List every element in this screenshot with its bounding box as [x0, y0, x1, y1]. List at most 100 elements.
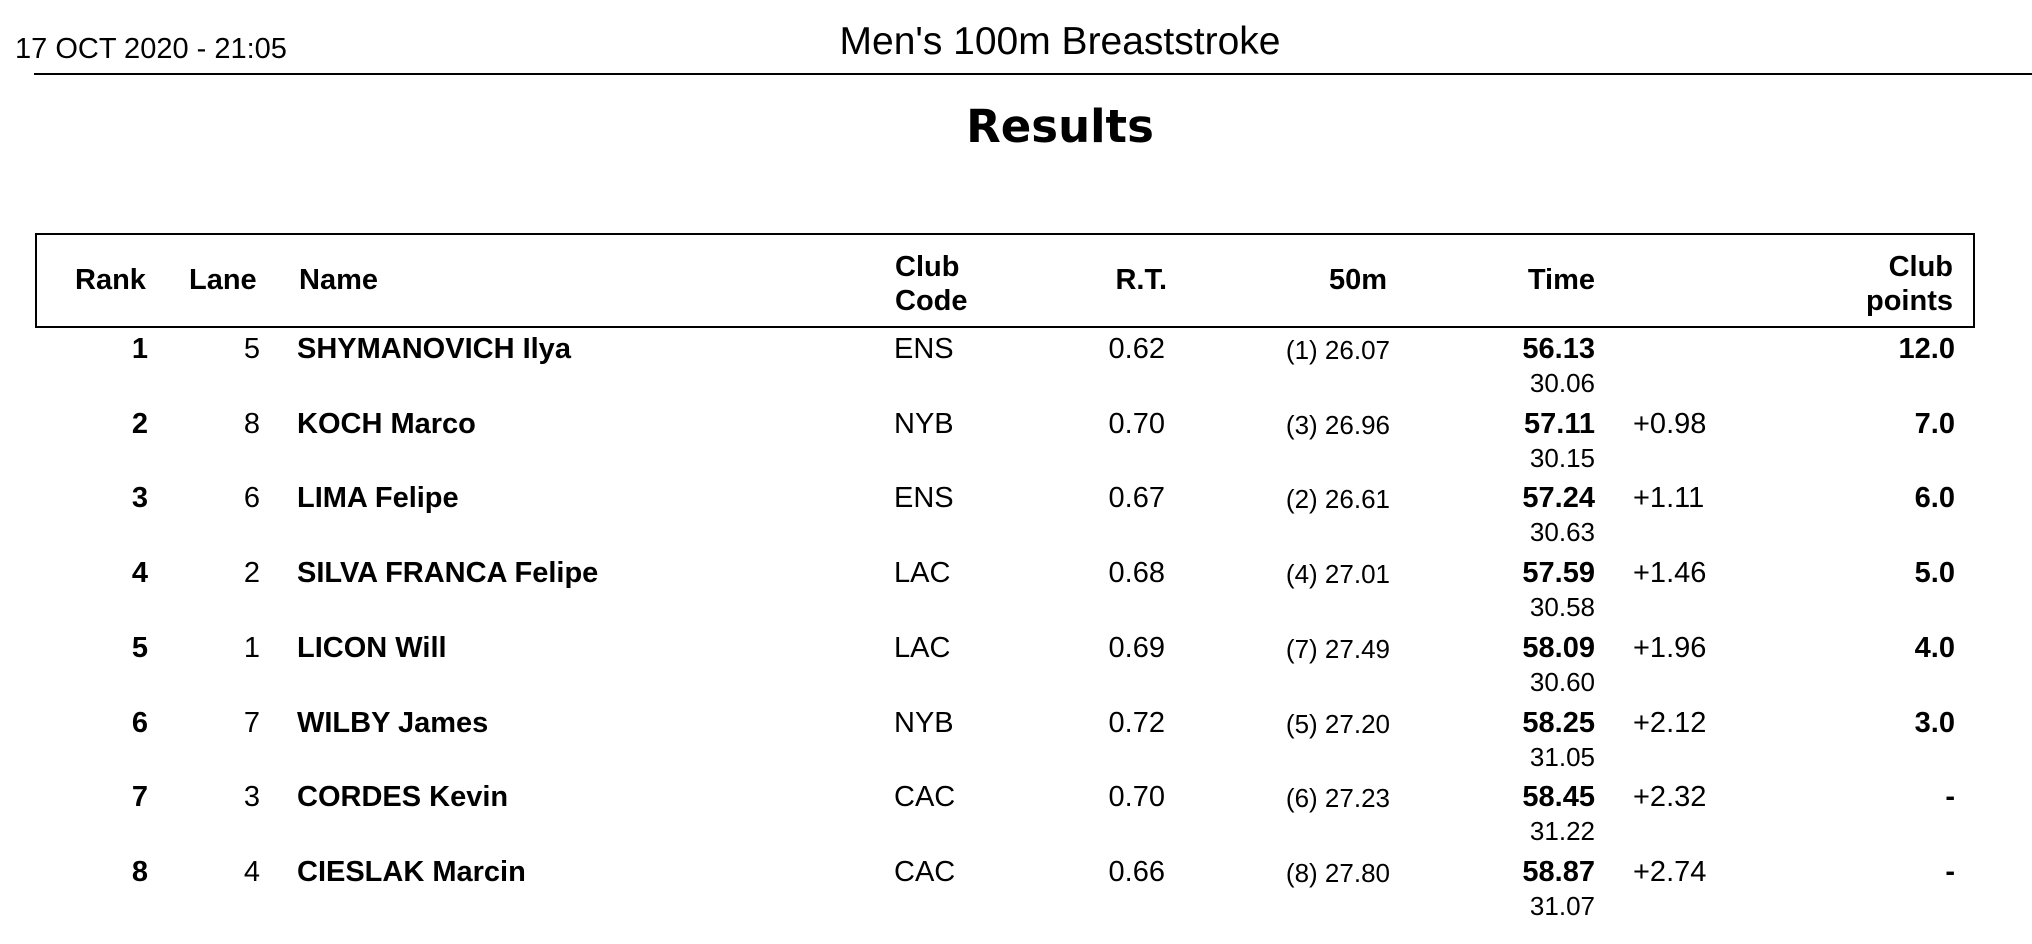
cell-club-code: CAC	[894, 855, 956, 888]
cell-diff: +0.98	[1633, 407, 1707, 440]
cell-club-points: -	[1945, 855, 1955, 888]
cell-name: WILBY James	[297, 706, 489, 739]
cell-split: 30.60	[1529, 666, 1595, 697]
cell-name: SHYMANOVICH Ilya	[297, 333, 571, 365]
cell-50m: (6) 27.23	[1285, 783, 1390, 814]
cell-diff: +2.74	[1633, 855, 1707, 888]
cell-club-points: 5.0	[1914, 557, 1955, 590]
cell-rank: 2	[131, 407, 148, 440]
cell-rank: 8	[131, 855, 148, 888]
cell-diff: +1.96	[1633, 631, 1707, 664]
cell-50m: (3) 26.96	[1285, 409, 1390, 440]
cell-club-points: 3.0	[1914, 706, 1955, 739]
table-row: 5 1 LICON Will LAC 0.69 (7) 27.49 58.09 +1.96 4.…	[0, 632, 2032, 707]
col-club-code: Club Code	[895, 250, 968, 318]
cell-rt: 0.62	[1108, 333, 1165, 365]
col-club-code-line1: Club	[895, 251, 960, 283]
col-club-points-line2: points	[1866, 285, 1953, 317]
cell-rank: 3	[131, 482, 148, 515]
cell-split: 30.58	[1529, 592, 1595, 623]
cell-rt: 0.68	[1108, 557, 1165, 590]
cell-club-code: NYB	[894, 706, 954, 739]
cell-diff: +1.11	[1633, 482, 1705, 515]
report-date: 17 OCT 2020 - 21:05	[15, 33, 287, 65]
cell-club-points: -	[1945, 781, 1955, 814]
table-header: Rank Lane Name Club Code R.T. 50m Time C…	[35, 233, 1975, 328]
cell-diff: +2.32	[1633, 781, 1707, 814]
table-row: 3 6 LIMA Felipe ENS 0.67 (2) 26.61 57.24 +1.11 6…	[0, 482, 2032, 557]
cell-time: 58.87	[1522, 855, 1595, 888]
table-row: 4 2 SILVA FRANCA Felipe LAC 0.68 (4) 27.01 57.…	[0, 557, 2032, 632]
cell-club-points: 12.0	[1898, 333, 1955, 365]
cell-lane: 7	[243, 706, 260, 739]
table-row: 8 4 CIESLAK Marcin CAC 0.66 (8) 27.80 58.87 +2.…	[0, 856, 2032, 931]
cell-lane: 8	[243, 407, 260, 440]
cell-rank: 1	[131, 333, 148, 365]
cell-name: LIMA Felipe	[297, 482, 459, 515]
cell-time: 57.24	[1522, 482, 1595, 515]
col-club-points: Club points	[1837, 250, 1953, 318]
cell-lane: 4	[243, 855, 260, 888]
cell-rank: 5	[131, 631, 148, 664]
cell-club-code: ENS	[894, 482, 954, 515]
cell-club-code: LAC	[894, 557, 951, 590]
cell-split: 31.07	[1529, 890, 1595, 921]
cell-50m: (2) 26.61	[1285, 484, 1390, 515]
cell-time: 57.59	[1522, 557, 1595, 590]
cell-rank: 4	[131, 557, 148, 590]
cell-club-points: 4.0	[1914, 631, 1955, 664]
cell-50m: (1) 26.07	[1285, 335, 1390, 365]
cell-split: 30.15	[1529, 442, 1595, 473]
cell-time: 57.11	[1524, 407, 1595, 440]
table-row: 1 5 SHYMANOVICH Ilya ENS 0.62 (1) 26.07 56.13 1…	[0, 333, 2032, 408]
cell-split: 31.22	[1529, 816, 1595, 847]
cell-rt: 0.69	[1108, 631, 1165, 664]
header-divider	[34, 73, 2032, 75]
cell-name: CIESLAK Marcin	[297, 855, 526, 888]
cell-lane: 3	[243, 781, 260, 814]
cell-split: 30.06	[1529, 368, 1595, 398]
cell-rt: 0.66	[1108, 855, 1165, 888]
cell-50m: (5) 27.20	[1285, 708, 1390, 739]
cell-name: KOCH Marco	[297, 407, 476, 440]
cell-time: 56.13	[1522, 333, 1595, 365]
cell-diff: +2.12	[1633, 706, 1707, 739]
cell-50m: (8) 27.80	[1285, 857, 1390, 888]
page-title: Results	[966, 100, 1154, 153]
table-row: 6 7 WILBY James NYB 0.72 (5) 27.20 58.25 +2.12 3…	[0, 707, 2032, 782]
cell-rt: 0.70	[1108, 781, 1165, 814]
cell-rank: 6	[131, 706, 148, 739]
cell-club-code: ENS	[894, 333, 954, 365]
cell-club-points: 6.0	[1914, 482, 1955, 515]
cell-time: 58.09	[1522, 631, 1595, 664]
col-club-points-line1: Club	[1888, 251, 1953, 283]
col-rt: R.T.	[1115, 264, 1167, 296]
cell-club-code: LAC	[894, 631, 951, 664]
cell-rt: 0.67	[1108, 482, 1165, 515]
cell-50m: (7) 27.49	[1285, 633, 1390, 664]
cell-rank: 7	[131, 781, 148, 814]
cell-name: SILVA FRANCA Felipe	[297, 557, 599, 590]
col-rank: Rank	[75, 264, 146, 296]
cell-time: 58.25	[1522, 706, 1595, 739]
cell-time: 58.45	[1522, 781, 1595, 814]
col-50m: 50m	[1328, 264, 1387, 296]
cell-name: LICON Will	[297, 631, 447, 664]
col-lane: Lane	[189, 264, 257, 296]
cell-name: CORDES Kevin	[297, 781, 509, 814]
cell-split: 31.05	[1529, 741, 1595, 772]
cell-diff: +1.46	[1633, 557, 1707, 590]
cell-rt: 0.72	[1108, 706, 1165, 739]
cell-rt: 0.70	[1108, 407, 1165, 440]
cell-50m: (4) 27.01	[1285, 559, 1390, 590]
cell-club-code: NYB	[894, 407, 954, 440]
cell-club-points: 7.0	[1914, 407, 1955, 440]
cell-lane: 5	[243, 333, 260, 365]
cell-club-code: CAC	[894, 781, 956, 814]
col-club-code-line2: Code	[895, 285, 968, 317]
col-time: Time	[1527, 264, 1595, 296]
cell-split: 30.63	[1529, 517, 1595, 548]
cell-lane: 2	[243, 557, 260, 590]
col-name: Name	[299, 264, 378, 296]
event-title: Men's 100m Breaststroke	[839, 20, 1281, 63]
